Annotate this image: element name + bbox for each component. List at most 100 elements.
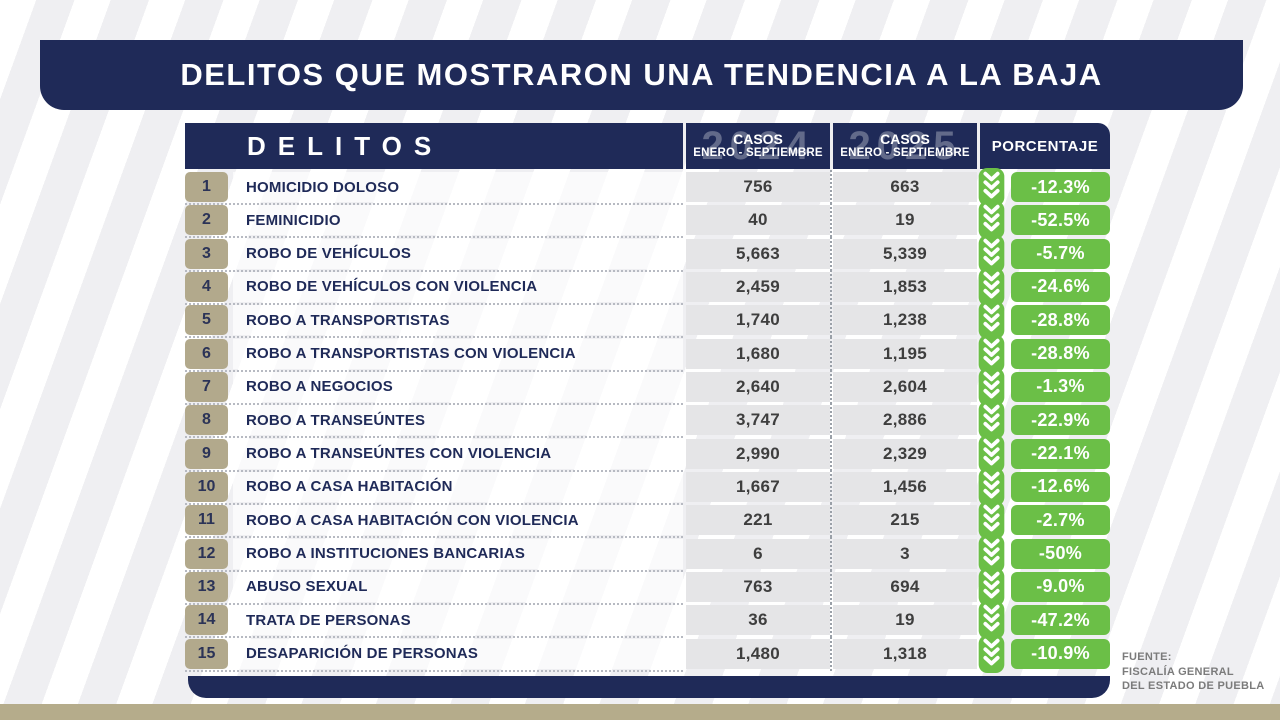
row-number: 13 xyxy=(197,577,216,595)
table-rows: 1 HOMICIDIO DOLOSO 756 663 -12.3% 2 FEMI… xyxy=(185,168,1110,673)
row-crime-name-cell: ROBO A NEGOCIOS xyxy=(185,371,683,405)
row-porcentaje: -2.7% xyxy=(1036,509,1085,530)
row-casos-2025: 2,329 xyxy=(882,443,928,463)
row-casos-2024-cell: 2,990 xyxy=(686,438,830,469)
row-casos-2025-cell: 2,886 xyxy=(830,403,977,438)
row-casos-2024: 40 xyxy=(748,210,768,230)
row-casos-2025-cell: 2,329 xyxy=(830,436,977,471)
row-porcentaje: -47.2% xyxy=(1031,609,1090,630)
row-number: 7 xyxy=(202,377,211,395)
row-casos-2024-cell: 1,680 xyxy=(686,338,830,369)
percentage-badge: -2.7% xyxy=(1011,505,1110,536)
row-number: 3 xyxy=(202,244,211,262)
table-row: 2 FEMINICIDIO 40 19 -52.5% xyxy=(185,201,1110,240)
row-casos-2024-cell: 5,663 xyxy=(686,238,830,269)
row-porcentaje: -28.8% xyxy=(1031,343,1090,364)
row-casos-2025: 1,238 xyxy=(882,310,928,330)
row-casos-2025-cell: 1,195 xyxy=(830,336,977,371)
row-delito: ROBO A TRANSPORTISTAS CON VIOLENCIA xyxy=(246,345,576,363)
year-2025-watermark: 2025 xyxy=(848,123,962,168)
down-trend-chevron-icon xyxy=(978,401,1005,440)
row-casos-2025: 19 xyxy=(895,610,915,630)
row-casos-2024-cell: 6 xyxy=(686,538,830,569)
source-note: FUENTE: FISCALÍA GENERAL DEL ESTADO DE P… xyxy=(1122,650,1265,694)
table-row: 15 DESAPARICIÓN DE PERSONAS 1,480 1,318 … xyxy=(185,634,1110,673)
percentage-badge: -5.7% xyxy=(1011,238,1110,269)
row-casos-2024: 3,747 xyxy=(735,410,781,430)
percentage-badge: -28.8% xyxy=(1011,338,1110,369)
row-porcentaje: -28.8% xyxy=(1031,309,1090,330)
down-trend-chevron-icon xyxy=(978,367,1005,406)
row-casos-2024: 1,480 xyxy=(735,643,781,663)
row-number-badge: 9 xyxy=(185,438,228,469)
table-row: 5 ROBO A TRANSPORTISTAS 1,740 1,238 -28.… xyxy=(185,301,1110,340)
row-porcentaje: -12.3% xyxy=(1031,176,1090,197)
table-footer-bar xyxy=(188,676,1110,698)
table-row: 12 ROBO A INSTITUCIONES BANCARIAS 6 3 -5… xyxy=(185,534,1110,573)
percentage-badge: -50% xyxy=(1011,538,1110,569)
row-casos-2024: 1,680 xyxy=(735,343,781,363)
row-casos-2024-cell: 756 xyxy=(686,172,830,202)
row-casos-2025-cell: 2,604 xyxy=(830,369,977,404)
column-header-porcentaje-label: PORCENTAJE xyxy=(991,137,1099,155)
table-row: 3 ROBO DE VEHÍCULOS 5,663 5,339 -5.7% xyxy=(185,234,1110,273)
table-row: 10 ROBO A CASA HABITACIÓN 1,667 1,456 -1… xyxy=(185,467,1110,506)
year-2024-watermark: 2024 xyxy=(701,123,815,168)
row-delito: FEMINICIDIO xyxy=(246,211,341,229)
percentage-badge: -12.3% xyxy=(1011,172,1110,202)
column-header-delitos-label: DELITOS xyxy=(247,130,444,161)
row-number: 6 xyxy=(202,344,211,362)
row-number: 5 xyxy=(202,311,211,329)
down-trend-chevron-icon xyxy=(978,168,1005,206)
row-number-badge: 14 xyxy=(185,605,228,636)
percentage-badge: -10.9% xyxy=(1011,638,1110,669)
row-casos-2025: 663 xyxy=(890,177,920,196)
table-row: 6 ROBO A TRANSPORTISTAS CON VIOLENCIA 1,… xyxy=(185,334,1110,373)
row-casos-2024-cell: 40 xyxy=(686,205,830,236)
row-delito: ROBO DE VEHÍCULOS CON VIOLENCIA xyxy=(246,278,538,296)
row-casos-2025-cell: 19 xyxy=(830,203,977,238)
row-casos-2025-cell: 1,238 xyxy=(830,303,977,338)
row-number-badge: 3 xyxy=(185,238,228,269)
row-delito: HOMICIDIO DOLOSO xyxy=(246,178,400,196)
row-casos-2024: 2,640 xyxy=(735,376,781,396)
row-crime-name-cell: HOMICIDIO DOLOSO xyxy=(185,172,683,205)
row-casos-2024: 6 xyxy=(753,543,763,563)
row-porcentaje: -52.5% xyxy=(1031,209,1090,230)
row-casos-2025-cell: 5,339 xyxy=(830,236,977,271)
row-number-badge: 5 xyxy=(185,305,228,336)
percentage-badge: -47.2% xyxy=(1011,605,1110,636)
down-trend-chevron-icon xyxy=(978,501,1005,540)
row-casos-2024-cell: 2,640 xyxy=(686,371,830,402)
row-delito: ROBO A NEGOCIOS xyxy=(246,378,393,396)
casos-2024-line2: ENERO - SEPTIEMBRE xyxy=(693,147,823,160)
column-header-porcentaje: PORCENTAJE xyxy=(980,123,1110,169)
row-casos-2025-cell: 215 xyxy=(830,503,977,538)
row-number: 8 xyxy=(202,411,211,429)
percentage-badge: -12.6% xyxy=(1011,471,1110,502)
row-casos-2025-cell: 694 xyxy=(830,569,977,604)
row-delito: ROBO A TRANSEÚNTES CON VIOLENCIA xyxy=(246,445,552,463)
table-row: 7 ROBO A NEGOCIOS 2,640 2,604 -1.3% xyxy=(185,367,1110,406)
row-number-badge: 13 xyxy=(185,571,228,602)
column-header-delitos: DELITOS xyxy=(185,123,683,169)
row-casos-2025: 5,339 xyxy=(882,243,928,263)
crime-table: DELITOS 2024 CASOS ENERO - SEPTIEMBRE 20… xyxy=(185,123,1110,703)
row-crime-name-cell: ROBO DE VEHÍCULOS CON VIOLENCIA xyxy=(185,271,683,305)
down-trend-chevron-icon xyxy=(978,434,1005,473)
row-number-badge: 1 xyxy=(185,172,228,202)
down-trend-chevron-icon xyxy=(978,234,1005,273)
row-crime-name-cell: FEMINICIDIO xyxy=(185,205,683,239)
table-row: 11 ROBO A CASA HABITACIÓN CON VIOLENCIA … xyxy=(185,501,1110,540)
source-line1: FUENTE: xyxy=(1122,651,1172,663)
percentage-badge: -28.8% xyxy=(1011,305,1110,336)
row-delito: TRATA DE PERSONAS xyxy=(246,611,411,629)
down-trend-chevron-icon xyxy=(978,601,1005,640)
row-casos-2024: 36 xyxy=(748,610,768,630)
row-casos-2024-cell: 763 xyxy=(686,571,830,602)
row-casos-2024: 763 xyxy=(743,576,773,596)
down-trend-chevron-icon xyxy=(978,334,1005,373)
row-number: 11 xyxy=(198,511,215,529)
row-casos-2024: 1,740 xyxy=(735,310,781,330)
row-porcentaje: -12.6% xyxy=(1031,476,1090,497)
